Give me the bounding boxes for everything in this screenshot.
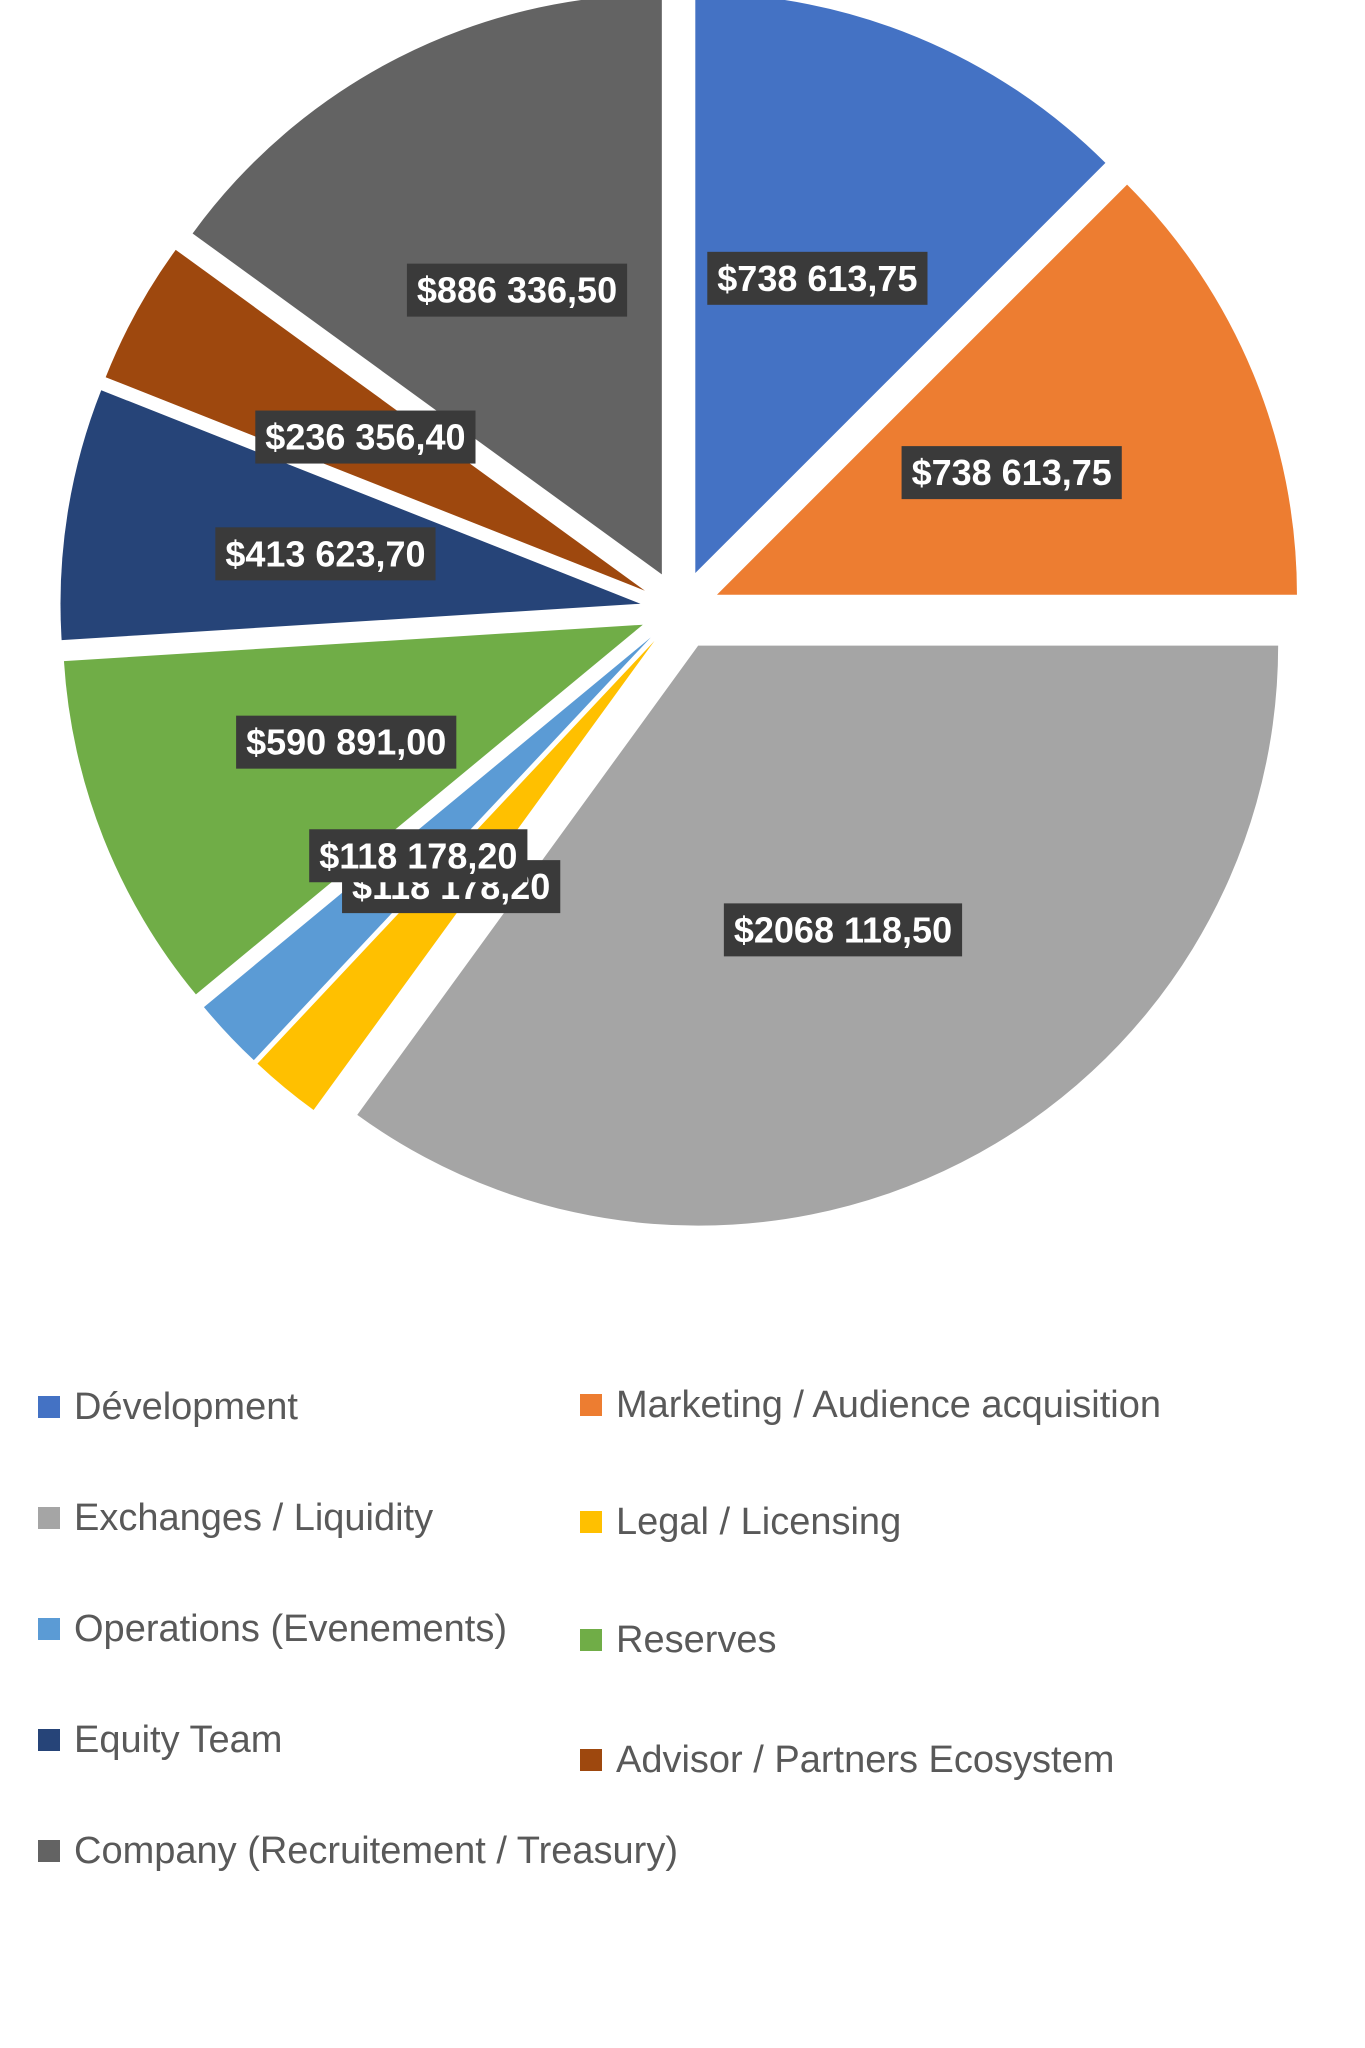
data-label-background xyxy=(215,527,436,581)
data-label-text: $236 356,40 xyxy=(265,417,465,458)
pie-slice-equity-team xyxy=(60,390,641,641)
data-label-background xyxy=(406,263,628,317)
data-label-text: $738 613,75 xyxy=(912,452,1112,493)
legend-label: Operations (Evenements) xyxy=(74,1607,507,1650)
legend-label: Exchanges / Liquidity xyxy=(74,1496,434,1539)
legend-label: Equity Team xyxy=(74,1718,283,1761)
data-label-background xyxy=(723,903,963,957)
data-label-text: $738 613,75 xyxy=(717,258,917,299)
data-label-equity-team: $413 623,70 xyxy=(215,527,436,581)
data-label-background xyxy=(901,446,1122,500)
pie-slice-reserves xyxy=(63,624,643,995)
legend-item-marketing: Marketing / Audience acquisition xyxy=(580,1380,1161,1430)
data-label-text: $590 891,00 xyxy=(246,722,446,763)
legend-swatch xyxy=(580,1749,602,1771)
data-label-text: $413 623,70 xyxy=(225,533,425,574)
legend-item-reserves: Reserves xyxy=(580,1615,777,1665)
pie-slice-marketing xyxy=(716,184,1297,595)
legend-label: Reserves xyxy=(616,1618,777,1661)
legend-label: Marketing / Audience acquisition xyxy=(616,1383,1161,1426)
legend-swatch xyxy=(580,1511,602,1533)
legend-label: Legal / Licensing xyxy=(616,1500,902,1543)
data-label-background xyxy=(236,715,457,769)
legend-swatch xyxy=(38,1618,60,1640)
legend-item-equity-team: Equity Team xyxy=(38,1715,282,1765)
data-label-development: $738 613,75 xyxy=(707,251,928,305)
data-label-background xyxy=(309,829,528,883)
legend-item-development: Dévelopment xyxy=(38,1382,298,1432)
data-label-exchanges: $2068 118,50 xyxy=(723,903,963,957)
pie-slices xyxy=(60,0,1297,1226)
pie-data-labels: $738 613,75 $738 613,75 $2068 118,50 $118 1… xyxy=(215,251,1122,957)
data-label-reserves: $590 891,00 xyxy=(236,715,457,769)
data-label-text: $886 336,50 xyxy=(417,270,617,311)
legend-swatch xyxy=(38,1729,60,1751)
legend-label: Dévelopment xyxy=(74,1385,298,1428)
legend-swatch xyxy=(38,1507,60,1529)
legend-item-company: Company (Recruitement / Treasury) xyxy=(38,1826,678,1876)
legend-label: Advisor / Partners Ecosystem xyxy=(616,1738,1115,1781)
data-label-text: $2068 118,50 xyxy=(734,909,952,950)
data-label-background xyxy=(707,251,928,305)
legend-swatch xyxy=(580,1629,602,1651)
data-label-background xyxy=(255,410,476,464)
legend-label: Company (Recruitement / Treasury) xyxy=(74,1829,678,1872)
legend-swatch xyxy=(580,1394,602,1416)
data-label-company: $886 336,50 xyxy=(406,263,628,317)
legend-swatch xyxy=(38,1396,60,1418)
legend-item-operations: Operations (Evenements) xyxy=(38,1604,507,1654)
legend-item-exchanges: Exchanges / Liquidity xyxy=(38,1493,433,1543)
data-label-marketing: $738 613,75 xyxy=(901,446,1122,500)
legend-item-legal: Legal / Licensing xyxy=(580,1497,901,1547)
legend-swatch xyxy=(38,1840,60,1862)
data-label-text: $118 178,20 xyxy=(319,835,517,876)
data-label-advisor: $236 356,40 xyxy=(255,410,476,464)
data-label-operations: $118 178,20 xyxy=(309,829,528,883)
legend-item-advisor: Advisor / Partners Ecosystem xyxy=(580,1735,1114,1785)
